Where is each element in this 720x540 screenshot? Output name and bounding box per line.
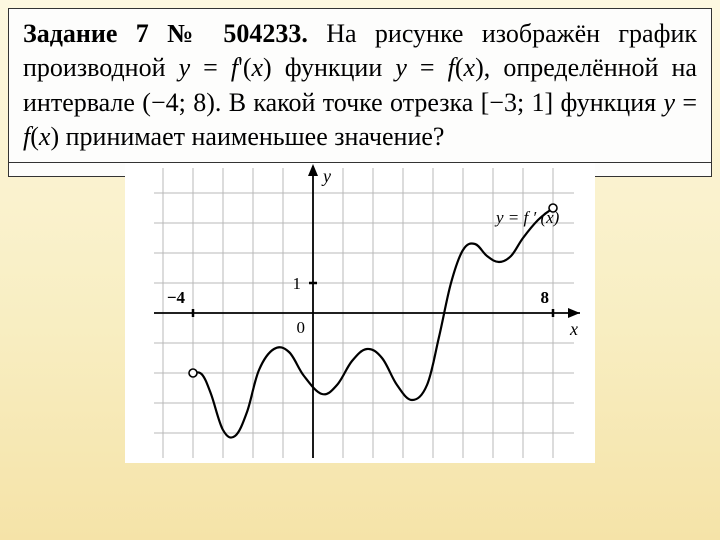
eq2-eq: = [407, 53, 448, 82]
svg-text:8: 8 [541, 288, 550, 307]
eq2-p2: ) [475, 53, 484, 82]
eq1-x: x [251, 53, 263, 82]
problem-number: 504233. [223, 19, 308, 48]
eq3-p1: ( [30, 122, 39, 151]
derivative-chart: y x 1 0 −4 8 y = f ′ (x) [125, 163, 595, 463]
eq1-p1: '( [238, 53, 251, 82]
eq2-p1: ( [455, 53, 464, 82]
svg-text:y: y [321, 166, 331, 186]
eq3-lhs: y [663, 88, 675, 117]
problem-text: Задание 7 № 504233. На рисунке изображён… [23, 17, 697, 154]
eq2-f: f [448, 53, 455, 82]
eq3-eq: = [675, 88, 697, 117]
svg-text:x: x [569, 319, 578, 339]
text-b: функции [272, 53, 396, 82]
svg-text:0: 0 [297, 318, 306, 337]
eq3-x: x [39, 122, 51, 151]
chart-svg: y x 1 0 −4 8 y = f ′ (x) [125, 163, 595, 463]
eq2-lhs: y [395, 53, 407, 82]
eq1-p2: ) [263, 53, 272, 82]
eq1-lhs: y [179, 53, 191, 82]
svg-text:y = f ′ (x): y = f ′ (x) [494, 208, 560, 227]
eq3-p2: ) [50, 122, 59, 151]
text-d: принимает наименьшее значение? [59, 122, 444, 151]
svg-text:−4: −4 [167, 288, 186, 307]
eq2-x: x [464, 53, 476, 82]
chart-container: y x 1 0 −4 8 y = f ′ (x) [8, 163, 712, 463]
heading-prefix: Задание 7 № [23, 19, 223, 48]
svg-text:1: 1 [293, 274, 302, 293]
problem-container: Задание 7 № 504233. На рисунке изображён… [8, 8, 712, 163]
eq1-eq: = [190, 53, 231, 82]
